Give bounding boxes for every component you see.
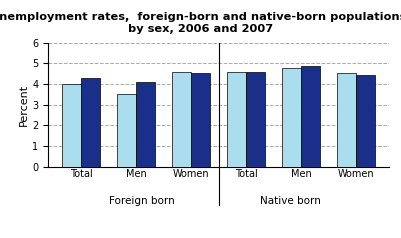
Bar xyxy=(227,72,246,167)
Bar xyxy=(81,78,100,167)
Bar xyxy=(136,82,155,167)
Bar xyxy=(301,65,320,167)
Y-axis label: Percent: Percent xyxy=(19,84,29,126)
Bar xyxy=(191,73,210,167)
Bar xyxy=(246,72,265,167)
Text: Unemployment rates,  foreign-born and native-born populations,
by sex, 2006 and : Unemployment rates, foreign-born and nat… xyxy=(0,12,401,34)
Bar xyxy=(117,94,136,167)
Text: Native born: Native born xyxy=(260,196,321,206)
Bar xyxy=(172,72,191,167)
Bar xyxy=(337,73,356,167)
Bar xyxy=(62,84,81,167)
Bar xyxy=(356,75,375,167)
Text: Foreign born: Foreign born xyxy=(109,196,175,206)
Bar xyxy=(282,68,301,167)
